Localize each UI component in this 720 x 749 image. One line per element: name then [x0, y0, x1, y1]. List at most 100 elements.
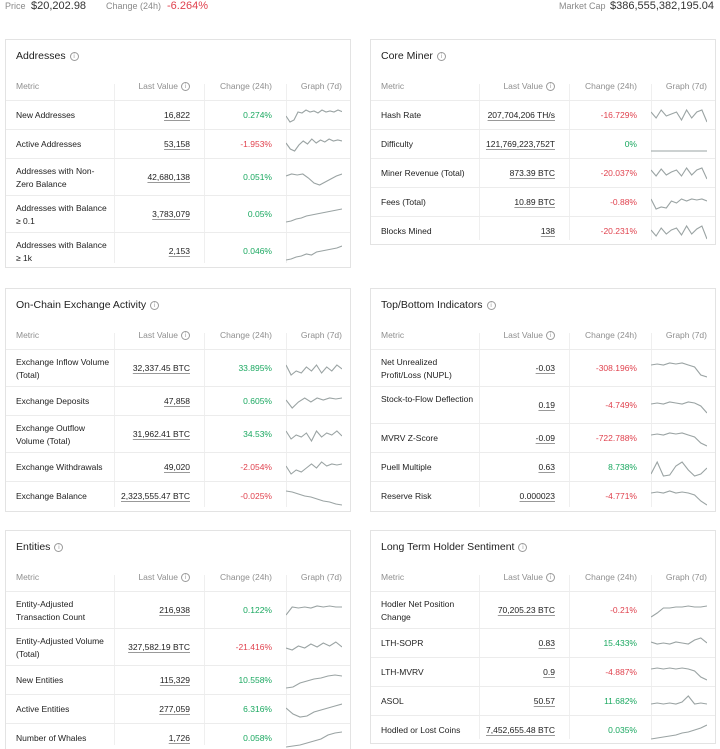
last-value[interactable]: 207,704,206 TH/s [487, 109, 555, 120]
table-row[interactable]: Exchange Deposits 47,858 0.605% [6, 386, 350, 415]
change-24h: 0% [624, 138, 637, 149]
last-value[interactable]: 70,205.23 BTC [497, 604, 555, 615]
sparkline-graph [286, 429, 342, 442]
last-value[interactable]: 50.57 [533, 695, 555, 706]
last-value[interactable]: 0.63 [538, 461, 555, 472]
table-row[interactable]: LTH-MVRV 0.9 -4.887% [371, 657, 715, 686]
sparkline-graph [286, 172, 342, 186]
table-row[interactable]: Number of Whales 1,726 0.058% [6, 723, 350, 749]
last-value[interactable]: 32,337.45 BTC [132, 362, 190, 373]
last-value[interactable]: 16,822 [164, 109, 190, 120]
metric-name: LTH-SOPR [381, 638, 424, 648]
table-row[interactable]: ASOL 50.57 11.682% [371, 686, 715, 715]
last-value[interactable]: 0.19 [538, 399, 555, 410]
last-value[interactable]: 10.89 BTC [514, 196, 555, 207]
info-icon[interactable]: i [54, 542, 64, 552]
change-24h: -20.231% [600, 225, 637, 236]
card-title: Long Term Holder Sentiment i [381, 541, 528, 553]
last-value[interactable]: 53,158 [164, 138, 190, 149]
table-header: Metric Last Value i Change (24h) Graph (7… [371, 326, 715, 344]
info-icon[interactable]: i [69, 51, 79, 61]
metric-name: Active Addresses [16, 139, 82, 149]
table-row[interactable]: Blocks Mined 138 -20.231% [371, 216, 715, 245]
info-icon[interactable]: i [518, 542, 528, 552]
table-row[interactable]: Fees (Total) 10.89 BTC -0.88% [371, 187, 715, 216]
table-row[interactable]: New Entities 115,329 10.558% [6, 665, 350, 694]
metric-name: ASOL [381, 696, 404, 706]
table-row[interactable]: Exchange Withdrawals 49,020 -2.054% [6, 452, 350, 481]
info-icon[interactable]: i [181, 81, 190, 91]
last-value[interactable]: 327,582.19 BTC [128, 641, 190, 652]
table-row[interactable]: Difficulty 121,769,223,752T 0% [371, 129, 715, 158]
table-row[interactable]: Addresses with Balance ≥ 1k 2,153 0.046% [6, 232, 350, 269]
table-row[interactable]: Entity-Adjusted Volume (Total) 327,582.1… [6, 628, 350, 665]
change-24h: 34.53% [243, 428, 272, 439]
table-row[interactable]: MVRV Z-Score -0.09 -722.788% [371, 423, 715, 452]
last-value[interactable]: 2,323,555.47 BTC [121, 490, 190, 501]
last-value[interactable]: 49,020 [164, 461, 190, 472]
last-value[interactable]: 115,329 [159, 674, 190, 685]
table-row[interactable]: Addresses with Balance ≥ 0.1 3,783,079 0… [6, 195, 350, 232]
table-row[interactable]: Exchange Outflow Volume (Total) 31,962.4… [6, 415, 350, 452]
metric-name: Exchange Deposits [16, 396, 90, 406]
table-row[interactable]: Active Entities 277,059 6.316% [6, 694, 350, 723]
last-value[interactable]: 277,059 [159, 703, 190, 714]
last-value[interactable]: 216,938 [159, 604, 190, 615]
sparkline-graph [651, 604, 707, 617]
column-divider [479, 333, 480, 507]
graph-cell [645, 429, 715, 449]
table-row[interactable]: Exchange Inflow Volume (Total) 32,337.45… [6, 349, 350, 386]
change-24h: 11.682% [604, 695, 637, 706]
table-row[interactable]: Addresses with Non-Zero Balance 42,680,1… [6, 158, 350, 195]
table-row[interactable]: LTH-SOPR 0.83 15.433% [371, 628, 715, 657]
header-change: Change (24h) [585, 330, 637, 340]
marketcap-label: Market Cap [559, 1, 606, 11]
table-row[interactable]: Active Addresses 53,158 -1.953% [6, 129, 350, 158]
change-24h: 6.316% [243, 703, 272, 714]
column-divider [114, 333, 115, 507]
info-icon[interactable]: i [486, 300, 496, 310]
last-value[interactable]: 2,153 [168, 245, 190, 256]
info-icon[interactable]: i [546, 572, 555, 582]
sparkline-graph [651, 197, 707, 210]
table-row[interactable]: Entity-Adjusted Transaction Count 216,93… [6, 591, 350, 628]
table-row[interactable]: New Addresses 16,822 0.274% [6, 100, 350, 129]
table-row[interactable]: Stock-to-Flow Deflection 0.19 -4.749% [371, 386, 715, 423]
graph-cell [280, 205, 350, 225]
sparkline-graph [651, 224, 707, 239]
change-24h: 0.274% [243, 109, 272, 120]
last-value[interactable]: 42,680,138 [147, 171, 190, 182]
last-value[interactable]: 47,858 [164, 395, 190, 406]
metric-name: Blocks Mined [381, 226, 432, 236]
last-value[interactable]: 121,769,223,752T [485, 138, 555, 149]
last-value[interactable]: -0.03 [535, 362, 555, 373]
last-value[interactable]: 138 [540, 225, 555, 236]
info-icon[interactable]: i [546, 330, 555, 340]
last-value[interactable]: 0.000023 [519, 490, 555, 501]
info-icon[interactable]: i [436, 51, 446, 61]
last-value[interactable]: 0.9 [543, 666, 555, 677]
table-row[interactable]: Hash Rate 207,704,206 TH/s -16.729% [371, 100, 715, 129]
last-value[interactable]: 873.39 BTC [509, 167, 555, 178]
table-row[interactable]: Puell Multiple 0.63 8.738% [371, 452, 715, 481]
table-row[interactable]: Net Unrealized Profit/Loss (NUPL) -0.03 … [371, 349, 715, 386]
sparkline-graph [286, 363, 342, 376]
info-icon[interactable]: i [181, 572, 190, 582]
table-row[interactable]: Hodler Net Position Change 70,205.23 BTC… [371, 591, 715, 628]
table-row[interactable]: Reserve Risk 0.000023 -4.771% [371, 481, 715, 510]
last-value[interactable]: 31,962.41 BTC [132, 428, 190, 439]
table-row[interactable]: Hodled or Lost Coins 7,452,655.48 BTC 0.… [371, 715, 715, 744]
last-value[interactable]: 0.83 [538, 637, 555, 648]
change-24h: 0.05% [247, 208, 272, 219]
table-row[interactable]: Miner Revenue (Total) 873.39 BTC -20.037… [371, 158, 715, 187]
last-value[interactable]: 1,726 [168, 732, 190, 743]
last-value[interactable]: 7,452,655.48 BTC [486, 724, 555, 735]
sparkline-graph [286, 137, 342, 152]
last-value[interactable]: -0.09 [535, 432, 555, 443]
card-core-miner: Core Miner i Metric Last Value i Change (2… [370, 39, 716, 245]
info-icon[interactable]: i [150, 300, 160, 310]
table-row[interactable]: Exchange Balance 2,323,555.47 BTC -0.025… [6, 481, 350, 510]
info-icon[interactable]: i [181, 330, 190, 340]
last-value[interactable]: 3,783,079 [152, 208, 190, 219]
info-icon[interactable]: i [546, 81, 555, 91]
